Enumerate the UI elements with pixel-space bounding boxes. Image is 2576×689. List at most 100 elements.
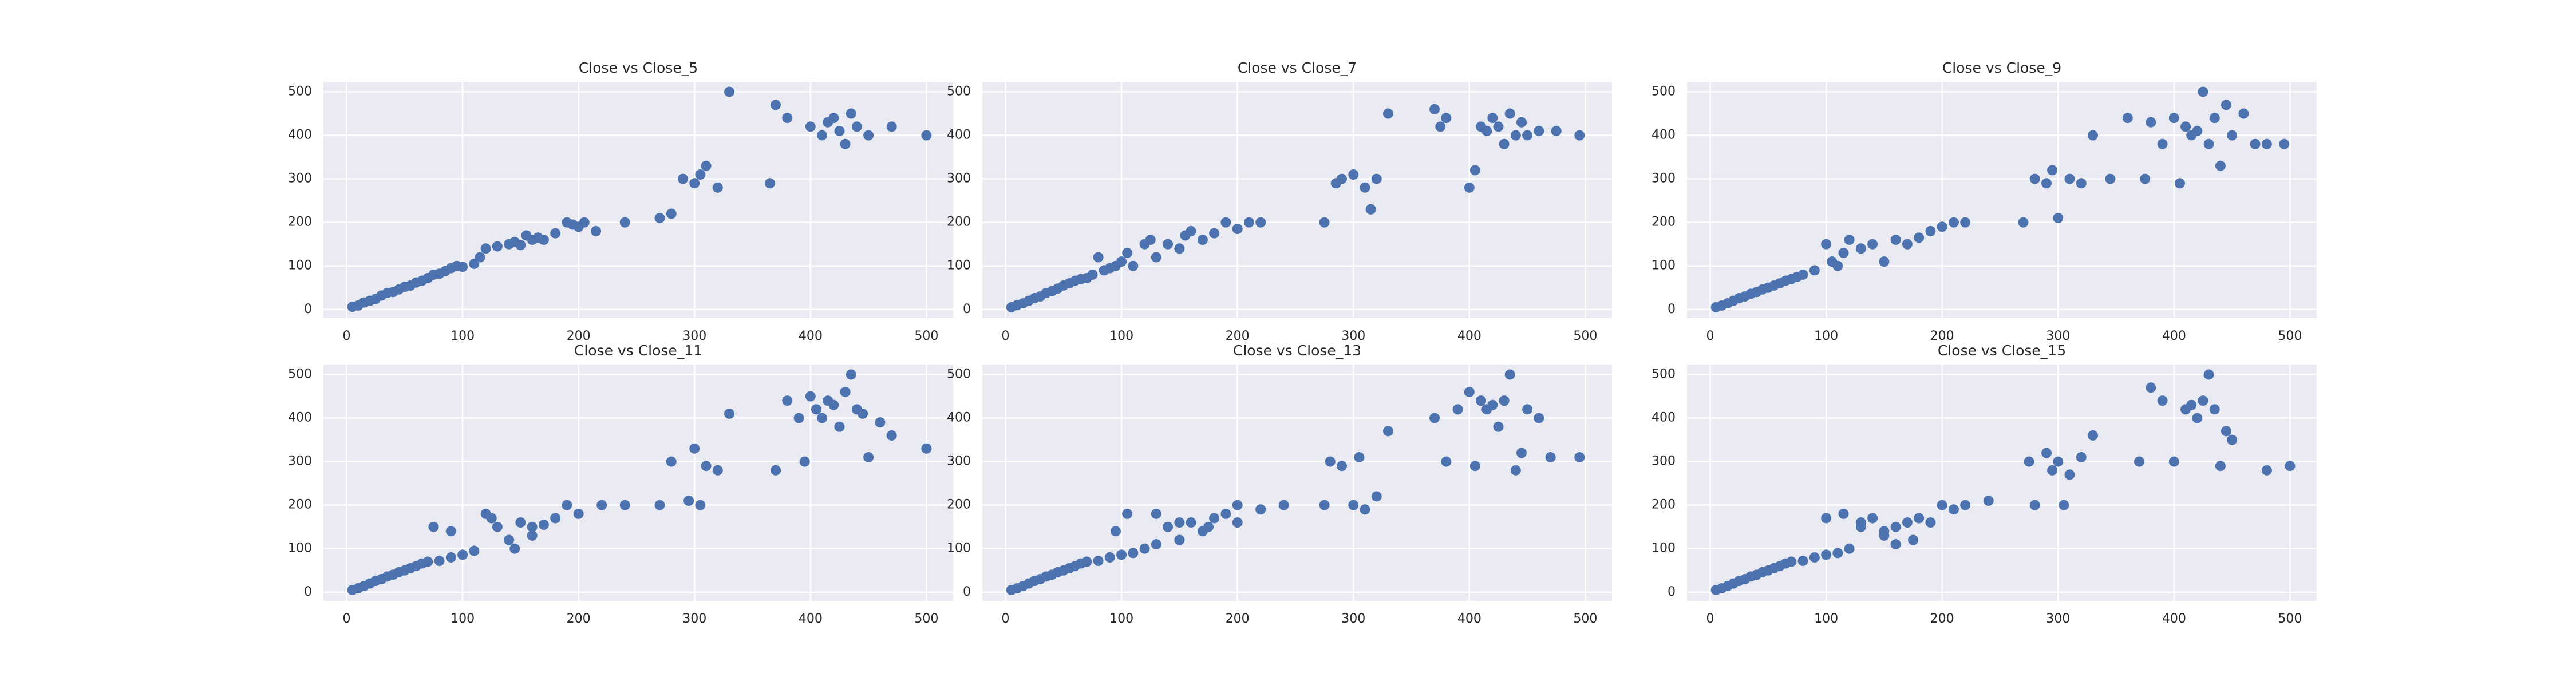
point: [1104, 552, 1115, 563]
point: [1914, 232, 1925, 243]
point: [1844, 543, 1855, 554]
point: [1371, 491, 1382, 502]
point: [1110, 526, 1121, 537]
y-tick-label: 500: [288, 367, 312, 381]
point: [921, 443, 932, 454]
point: [875, 417, 886, 428]
point: [1983, 496, 1994, 506]
point: [1174, 534, 1185, 545]
point: [1534, 125, 1544, 136]
subplot: 0 100 200 300 400 500 0 100 200 300 400 500 Close vs…: [1652, 342, 2317, 626]
point: [1551, 125, 1562, 136]
point: [1174, 517, 1185, 528]
x-tick-label: 200: [1930, 612, 1954, 626]
point: [1948, 217, 1959, 228]
point: [562, 500, 572, 510]
x-tick-label: 0: [1706, 612, 1714, 626]
point: [2203, 369, 2214, 380]
subplot-title: Close vs Close_5: [579, 60, 698, 76]
point: [1832, 260, 1843, 271]
point: [1348, 169, 1359, 180]
point: [1786, 556, 1797, 567]
point: [834, 125, 845, 136]
y-tick-label: 400: [947, 128, 971, 142]
point: [1319, 217, 1330, 228]
point: [1325, 456, 1336, 467]
x-tick-label: 500: [2278, 329, 2302, 343]
point: [1522, 404, 1533, 415]
point: [469, 545, 480, 556]
point: [1821, 549, 1832, 560]
x-tick-label: 100: [451, 329, 475, 343]
point: [1163, 239, 1174, 250]
point: [921, 130, 932, 141]
point: [1867, 513, 1878, 524]
point: [1504, 108, 1515, 119]
subplot-title: Close vs Close_13: [1233, 342, 1361, 359]
point: [2279, 138, 2290, 149]
point: [2076, 452, 2087, 463]
point: [538, 519, 549, 530]
point: [1960, 217, 1971, 228]
point: [1122, 508, 1133, 519]
point: [596, 500, 607, 510]
point: [492, 241, 503, 252]
x-tick-label: 0: [1706, 329, 1714, 343]
point: [550, 513, 561, 524]
x-tick-label: 500: [914, 329, 938, 343]
point: [2227, 434, 2238, 445]
y-tick-label: 500: [288, 84, 312, 98]
point: [2285, 461, 2296, 472]
point: [504, 534, 515, 545]
point: [1435, 121, 1446, 132]
point: [1197, 235, 1208, 245]
point: [1493, 421, 1504, 432]
point: [1574, 452, 1585, 463]
subplot-title: Close vs Close_7: [1238, 60, 1357, 76]
y-tick-label: 100: [1652, 259, 1676, 273]
point: [475, 252, 485, 263]
x-tick-label: 0: [1002, 329, 1010, 343]
point: [2180, 121, 2191, 132]
point: [2168, 113, 2179, 124]
point: [2059, 500, 2069, 510]
y-tick-label: 0: [963, 302, 971, 316]
point: [2076, 178, 2087, 189]
point: [1116, 256, 1127, 267]
point: [2261, 465, 2272, 476]
point: [2198, 395, 2208, 406]
point: [886, 430, 897, 441]
point: [1925, 517, 1936, 528]
x-tick-label: 0: [343, 329, 351, 343]
point: [805, 121, 816, 132]
point: [2146, 117, 2156, 128]
point: [1481, 125, 1492, 136]
point: [515, 517, 526, 528]
point: [654, 213, 665, 224]
point: [1174, 243, 1185, 254]
point: [840, 138, 851, 149]
point: [1209, 513, 1220, 524]
point: [486, 513, 497, 524]
x-tick-label: 300: [1341, 612, 1365, 626]
x-tick-label: 200: [567, 612, 591, 626]
x-tick-label: 500: [2278, 612, 2302, 626]
point: [1255, 504, 1266, 515]
point: [1960, 500, 1971, 510]
y-tick-label: 200: [288, 215, 312, 229]
point: [724, 408, 735, 419]
point: [2140, 173, 2151, 184]
point: [1855, 243, 1866, 254]
x-tick-label: 200: [1930, 329, 1954, 343]
point: [771, 465, 781, 476]
x-tick-label: 0: [1002, 612, 1010, 626]
point: [2047, 465, 2058, 476]
x-tick-label: 200: [1226, 612, 1250, 626]
point: [1797, 269, 1808, 280]
point: [1116, 549, 1127, 560]
y-tick-label: 500: [1652, 84, 1676, 98]
x-tick-label: 300: [682, 329, 706, 343]
x-tick-label: 400: [799, 329, 823, 343]
point: [1510, 465, 1521, 476]
